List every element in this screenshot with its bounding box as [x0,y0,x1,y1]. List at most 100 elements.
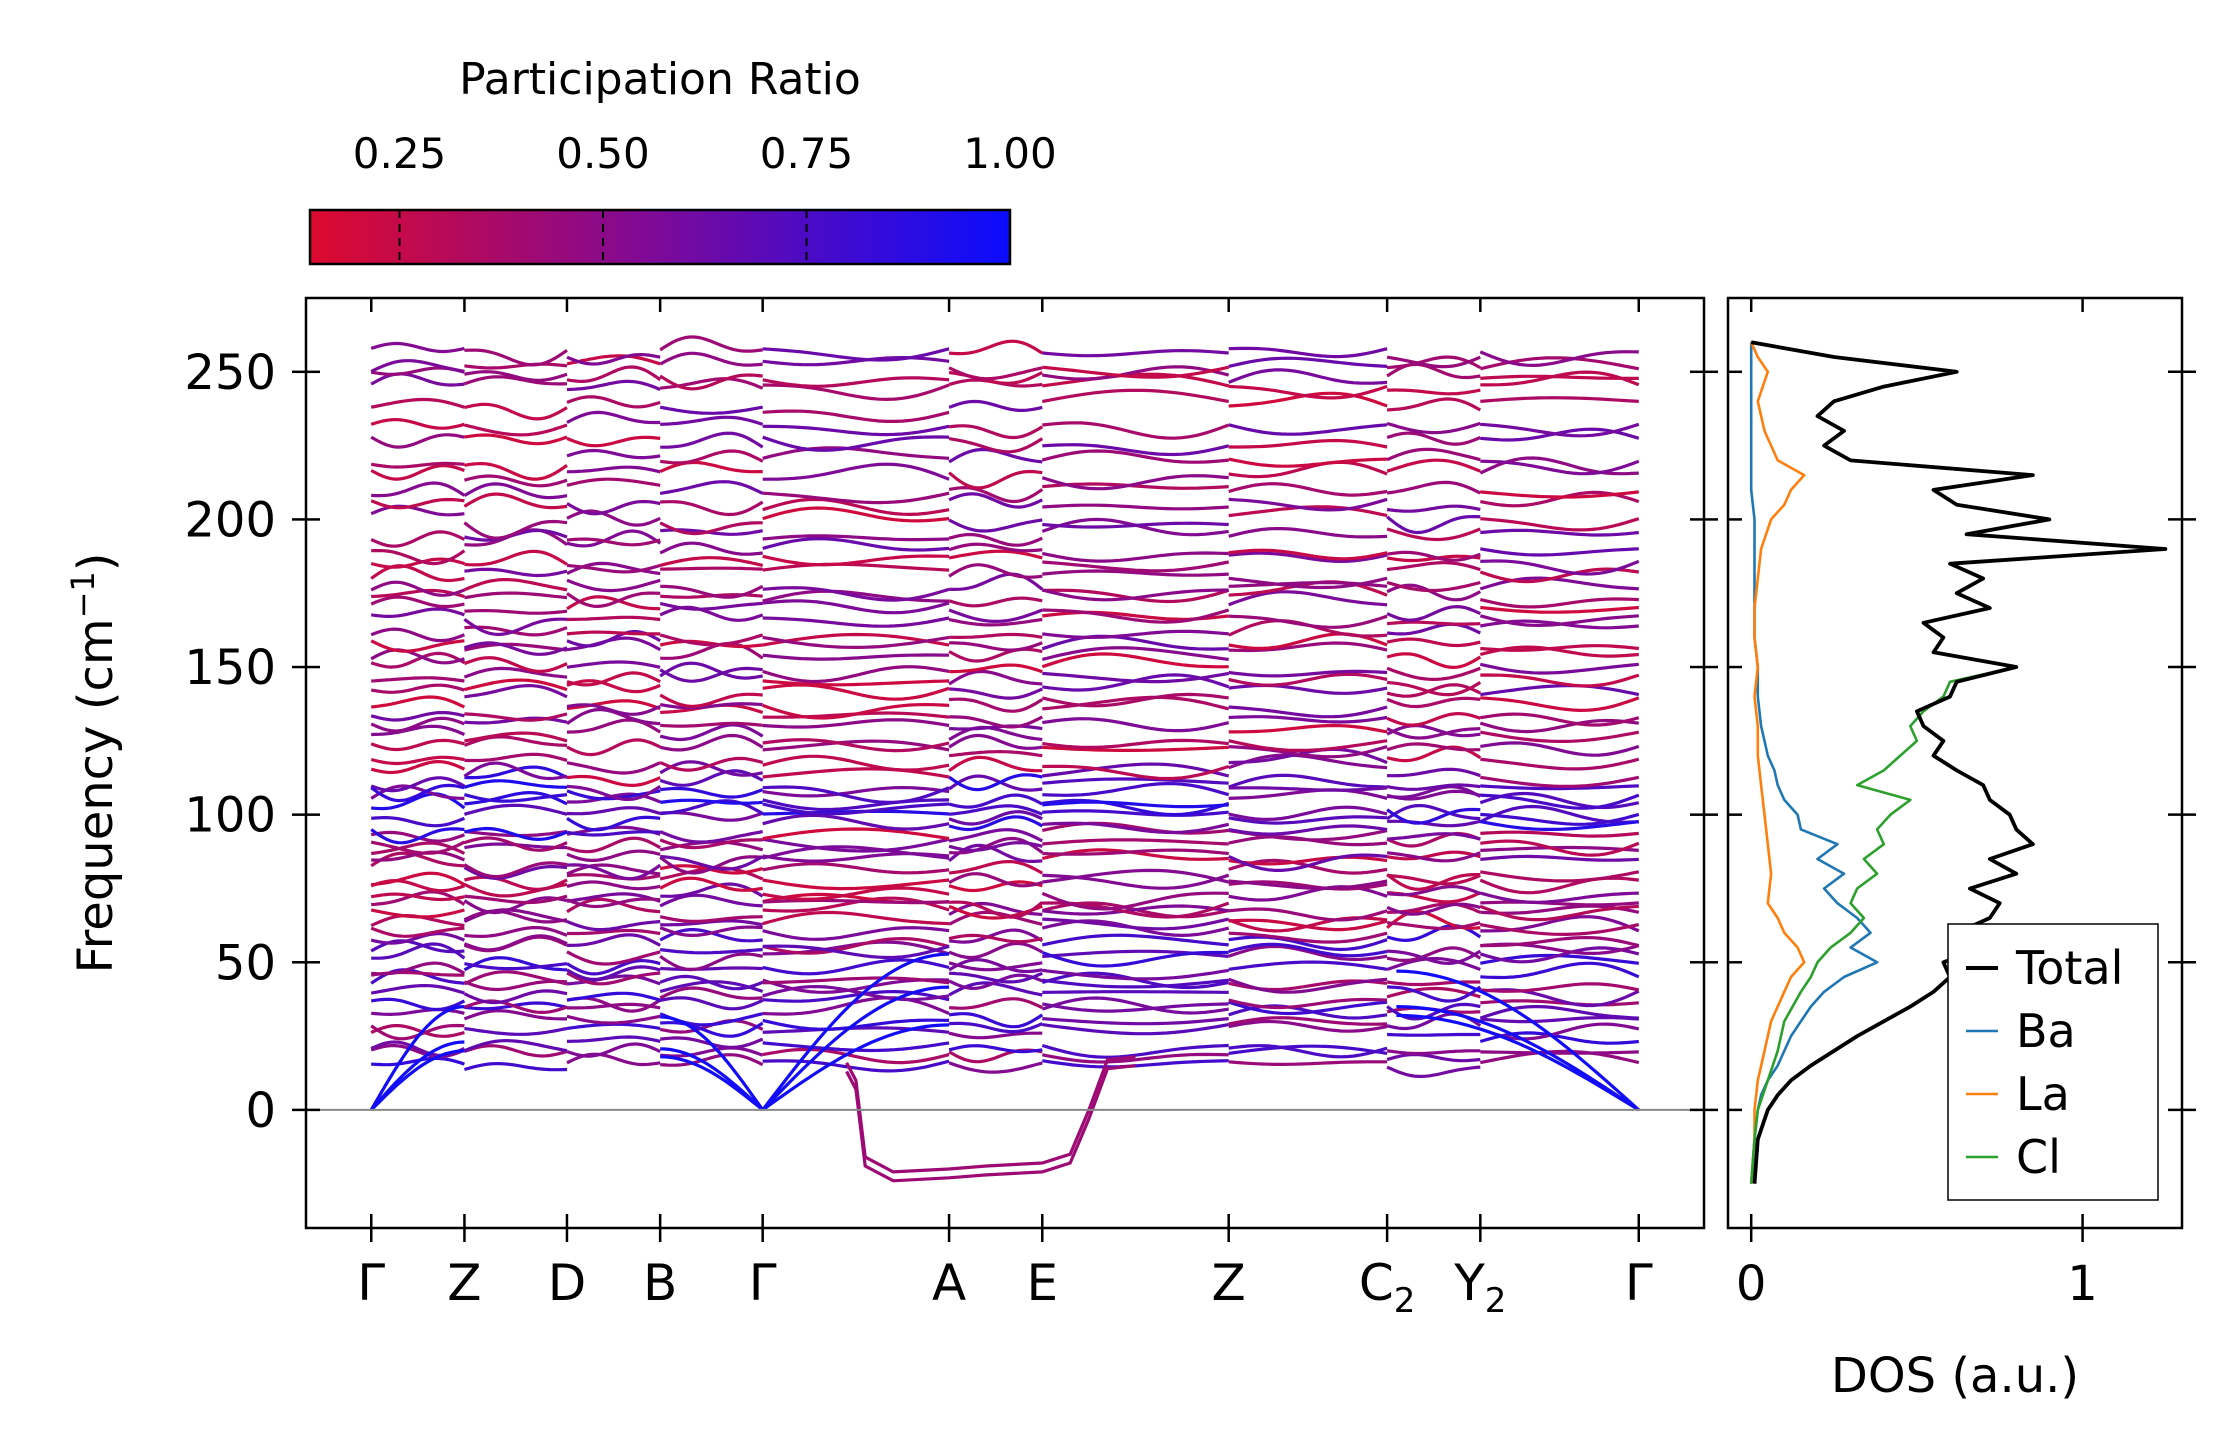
phonon-band-segment [371,676,465,683]
phonon-band-segment [1386,850,1481,861]
phonon-band-segment [464,642,568,652]
phonon-band-segment [762,435,950,452]
phonon-band-segment [1386,458,1481,473]
colorbar-gradient [308,208,1012,266]
phonon-band-segment [370,580,465,597]
phonon-band-segment [566,892,661,903]
phonon-band-segment [370,530,466,548]
phonon-band-segment [566,379,661,392]
phonon-band-segment [566,465,661,474]
phonon-band-segment [948,815,1044,832]
phonon-band-segment [370,776,466,793]
phonon-band-segment [1041,891,1229,911]
phonon-band-segment [566,699,661,711]
phonon-band-segment [464,678,568,692]
phonon-band-segment [660,431,764,449]
phonon-band-segment [659,449,764,465]
phonon-band-segment [1386,527,1481,542]
colorbar-tick-label: 0.25 [353,129,447,178]
phonon-band-segment [1480,961,1640,980]
phonon-band-segment [762,409,950,423]
phonon-band-segment [463,956,568,972]
phonon-band-segment [1042,873,1230,890]
phonon-band-segment [1386,980,1481,987]
phonon-band-segment [1042,569,1229,577]
phonon-band-segment [1041,634,1229,651]
phonon-band-segment [1386,723,1481,738]
phonon-band-segment [1479,597,1639,609]
phonon-band-segment [948,549,1043,560]
phonon-band-segment [1041,692,1229,708]
phonon-band-segment [1480,757,1640,771]
phonon-band-segment [762,1047,950,1065]
phonon-band-segment [1042,1023,1229,1036]
phonon-band-segment [659,480,764,495]
phonon-band-segment [566,537,661,547]
phonon-band-segment [762,878,950,891]
phonon-band-segment [1386,986,1481,999]
phonon-band-segment [1386,561,1481,572]
phonon-band-segment [1386,355,1481,369]
phonon-band-segment [1479,1031,1639,1045]
dos-curves [1749,340,2168,1184]
phonon-band-segment [659,876,763,892]
phonon-band-segment [566,509,661,527]
phonon-band-segment [370,639,465,653]
phonon-band-segment [1228,960,1388,971]
phonon-band-segment [1386,480,1482,495]
phonon-band-segment [464,752,568,763]
phonon-band-segment [1386,652,1482,670]
phonon-band-segment [1386,397,1482,412]
phonon-band-segment [463,656,568,674]
phonon-band-segment [948,880,1043,893]
phonon-band-segment [1042,608,1230,624]
phonon-band-segment [566,830,661,837]
x-tick-label: E [1026,1254,1058,1312]
phonon-band-segment [464,1026,568,1036]
phonon-band-segment [464,683,568,699]
dos-axes-frame [1726,296,2184,1230]
phonon-band-segment [566,365,662,384]
phonon-band-segment [464,826,568,842]
phonon-band-segment [762,635,950,650]
phonon-band-segment [1386,803,1481,821]
phonon-band-segment [1228,855,1388,866]
phonon-band-segment [1041,588,1229,602]
phonon-band-segment [949,632,1043,640]
phonon-band-segment [1228,497,1388,512]
phonon-band-segment [1480,935,1640,948]
phonon-band-segment [1479,904,1639,922]
phonon-band-segment [1386,783,1481,791]
phonon-band-segment [370,716,465,733]
phonon-band-segment [659,633,764,647]
phonon-band-segment [948,733,1043,750]
x-tick-label: Γ [357,1254,385,1312]
phonon-band-segment [566,974,661,986]
phonon-band-segment [463,617,568,637]
phonon-band-segment [1386,421,1481,435]
phonon-band-segment [566,761,661,775]
phonon-band-segment [762,827,950,841]
phonon-band-segment [1480,683,1640,697]
phonon-band-segment [948,596,1043,608]
phonon-band-segment [566,477,661,487]
phonon-band-segment [1042,968,1229,981]
phonon-band-segment [463,934,568,952]
phonon-band-segment [1228,788,1388,800]
phonon-band-segment [370,908,465,919]
phonon-band-segment [1042,560,1230,573]
phonon-band-segment [1480,1050,1639,1055]
phonon-band-segment [371,724,466,737]
phonon-band-segment [1228,907,1388,922]
phonon-band-segment [1042,1017,1229,1026]
legend-label-ba: Ba [2016,1004,2076,1058]
phonon-band-segment [1228,672,1388,687]
phonon-band-segment [464,962,568,971]
phonon-band-segment [949,971,1043,984]
phonon-band-segment [1480,644,1639,652]
phonon-band-segment [1480,396,1639,403]
phonon-band-segment [762,785,950,805]
phonon-band-segment [1479,1004,1639,1020]
phonon-band-segment [464,875,568,891]
phonon-band-segment [1228,977,1388,994]
